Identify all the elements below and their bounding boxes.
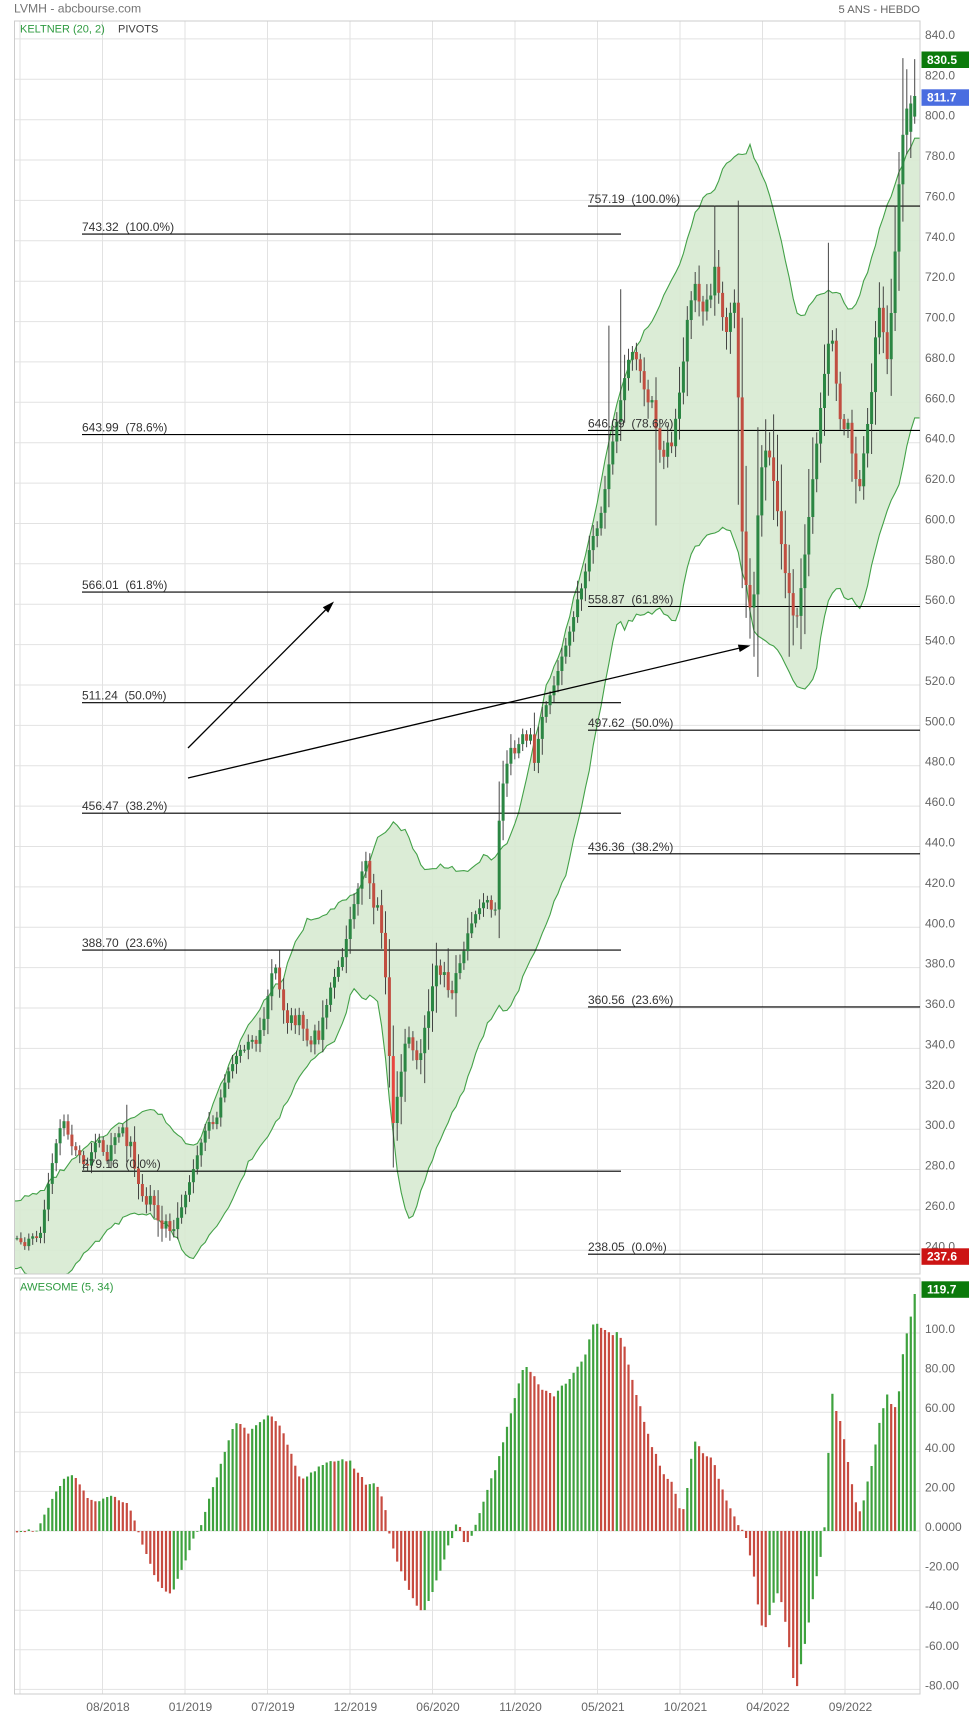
- svg-text:280.0: 280.0: [925, 1159, 955, 1173]
- svg-text:460.0: 460.0: [925, 795, 955, 809]
- svg-text:08/2018: 08/2018: [86, 1700, 130, 1714]
- svg-text:820.0: 820.0: [925, 68, 955, 82]
- svg-text:09/2022: 09/2022: [829, 1700, 873, 1714]
- svg-text:420.0: 420.0: [925, 876, 955, 890]
- svg-text:480.0: 480.0: [925, 755, 955, 769]
- svg-text:580.0: 580.0: [925, 553, 955, 567]
- svg-text:497.62 (50.0%): 497.62 (50.0%): [588, 716, 673, 730]
- svg-text:10/2021: 10/2021: [664, 1700, 708, 1714]
- svg-text:11/2020: 11/2020: [499, 1700, 542, 1714]
- svg-text:-20.00: -20.00: [925, 1560, 959, 1574]
- svg-text:01/2019: 01/2019: [169, 1700, 213, 1714]
- svg-text:12/2019: 12/2019: [334, 1700, 378, 1714]
- svg-text:511.24 (50.0%): 511.24 (50.0%): [82, 689, 167, 703]
- svg-text:566.01 (61.8%): 566.01 (61.8%): [82, 578, 167, 592]
- svg-text:-60.00: -60.00: [925, 1639, 959, 1653]
- svg-text:558.87 (61.8%): 558.87 (61.8%): [588, 593, 673, 607]
- svg-text:780.0: 780.0: [925, 149, 955, 163]
- svg-text:40.00: 40.00: [925, 1441, 955, 1455]
- svg-text:660.0: 660.0: [925, 391, 955, 405]
- svg-text:20.00: 20.00: [925, 1480, 955, 1494]
- svg-text:456.47 (38.2%): 456.47 (38.2%): [82, 799, 167, 813]
- svg-text:06/2020: 06/2020: [416, 1700, 460, 1714]
- svg-text:380.0: 380.0: [925, 957, 955, 971]
- svg-text:279.16 (0.0%): 279.16 (0.0%): [82, 1157, 161, 1171]
- svg-text:500.0: 500.0: [925, 714, 955, 728]
- svg-text:260.0: 260.0: [925, 1199, 955, 1213]
- svg-text:760.0: 760.0: [925, 189, 955, 203]
- svg-text:620.0: 620.0: [925, 472, 955, 486]
- svg-text:PIVOTS: PIVOTS: [118, 24, 158, 36]
- svg-text:830.5: 830.5: [927, 53, 957, 67]
- svg-text:400.0: 400.0: [925, 916, 955, 930]
- svg-text:520.0: 520.0: [925, 674, 955, 688]
- svg-text:05/2021: 05/2021: [581, 1700, 625, 1714]
- svg-text:840.0: 840.0: [925, 28, 955, 42]
- svg-text:743.32 (100.0%): 743.32 (100.0%): [82, 220, 174, 234]
- svg-text:360.0: 360.0: [925, 997, 955, 1011]
- svg-text:640.0: 640.0: [925, 432, 955, 446]
- svg-text:680.0: 680.0: [925, 351, 955, 365]
- svg-text:700.0: 700.0: [925, 311, 955, 325]
- svg-text:811.7: 811.7: [927, 91, 957, 105]
- svg-text:119.7: 119.7: [927, 1283, 957, 1297]
- svg-text:388.70 (23.6%): 388.70 (23.6%): [82, 936, 167, 950]
- svg-text:60.00: 60.00: [925, 1401, 955, 1415]
- svg-text:320.0: 320.0: [925, 1078, 955, 1092]
- svg-text:KELTNER (20, 2): KELTNER (20, 2): [20, 24, 105, 36]
- svg-text:540.0: 540.0: [925, 634, 955, 648]
- svg-text:LVMH - abcbourse.com: LVMH - abcbourse.com: [14, 2, 141, 16]
- svg-text:100.0: 100.0: [925, 1322, 955, 1336]
- svg-text:300.0: 300.0: [925, 1118, 955, 1132]
- svg-text:436.36 (38.2%): 436.36 (38.2%): [588, 840, 673, 854]
- svg-text:80.00: 80.00: [925, 1362, 955, 1376]
- svg-text:440.0: 440.0: [925, 836, 955, 850]
- svg-text:720.0: 720.0: [925, 270, 955, 284]
- svg-text:800.0: 800.0: [925, 109, 955, 123]
- svg-text:757.19 (100.0%): 757.19 (100.0%): [588, 192, 680, 206]
- svg-text:237.6: 237.6: [927, 1250, 957, 1264]
- svg-text:-40.00: -40.00: [925, 1599, 959, 1613]
- svg-text:238.05 (0.0%): 238.05 (0.0%): [588, 1240, 667, 1254]
- svg-text:5 ANS - HEBDO: 5 ANS - HEBDO: [839, 4, 921, 16]
- svg-text:AWESOME (5, 34): AWESOME (5, 34): [20, 1282, 114, 1294]
- svg-text:600.0: 600.0: [925, 513, 955, 527]
- svg-text:740.0: 740.0: [925, 230, 955, 244]
- svg-text:0.0000: 0.0000: [925, 1520, 962, 1534]
- svg-text:-80.00: -80.00: [925, 1678, 959, 1692]
- svg-text:04/2022: 04/2022: [746, 1700, 790, 1714]
- svg-text:560.0: 560.0: [925, 593, 955, 607]
- svg-text:646.09 (78.6%): 646.09 (78.6%): [588, 416, 673, 430]
- svg-text:340.0: 340.0: [925, 1037, 955, 1051]
- svg-text:643.99 (78.6%): 643.99 (78.6%): [82, 421, 167, 435]
- svg-text:360.56 (23.6%): 360.56 (23.6%): [588, 993, 673, 1007]
- svg-text:07/2019: 07/2019: [251, 1700, 295, 1714]
